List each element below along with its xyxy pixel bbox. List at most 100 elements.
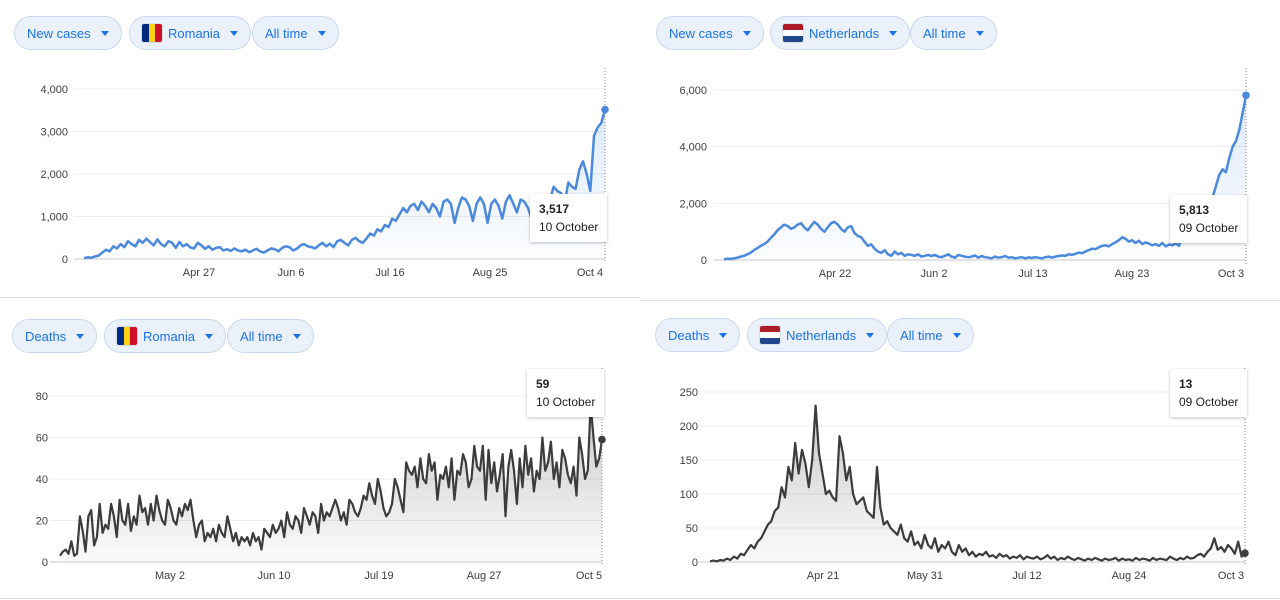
caret-down-icon — [866, 332, 875, 338]
deaths-chart-romania[interactable]: 0 20 40 60 80 May 2 Jun 10 Jul 19 Aug 27 Oct 5 — [0, 300, 640, 600]
range-dropdown[interactable]: All time — [252, 16, 339, 50]
y-tick-label: 250 — [680, 387, 698, 399]
tooltip-value: 3,517 — [539, 202, 570, 216]
deaths-chart-netherlands[interactable]: 0 50 100 150 200 250 Apr 21 May 31 Jul 12 Aug 24 O… — [640, 300, 1280, 600]
metric-label: Deaths — [25, 328, 67, 344]
metric-dropdown[interactable]: Deaths — [12, 319, 98, 353]
y-tick-label: 20 — [36, 516, 48, 528]
cases-chart-netherlands[interactable]: 0 2,000 4,000 6,000 Apr 22 Jun 2 Jul 13 Aug 23 O… — [640, 0, 1280, 300]
x-tick-label: Jun 2 — [921, 268, 948, 280]
series-line — [723, 95, 1248, 261]
caret-down-icon — [317, 30, 326, 36]
x-tick-label: Aug 25 — [473, 267, 508, 279]
tooltip-value: 13 — [1179, 377, 1193, 391]
y-tick-label: 0 — [701, 255, 707, 267]
tooltip-value: 5,813 — [1179, 203, 1210, 217]
chart-tooltip: 5,813 09 October — [1170, 195, 1248, 243]
series-area — [710, 405, 1245, 562]
country-label: Romania — [168, 25, 221, 41]
country-label: Romania — [143, 328, 196, 344]
y-tick-label: 2,000 — [40, 169, 68, 181]
caret-down-icon — [230, 30, 239, 36]
y-tick-label: 50 — [686, 523, 698, 535]
metric-dropdown[interactable]: Deaths — [655, 318, 741, 352]
x-tick-label: Oct 3 — [1218, 268, 1244, 280]
x-tick-label: Jul 12 — [1012, 570, 1041, 582]
range-label: All time — [240, 328, 283, 344]
range-dropdown[interactable]: All time — [227, 319, 314, 353]
x-tick-label: Jul 19 — [364, 570, 393, 582]
metric-label: Deaths — [668, 327, 710, 343]
romania-flag-icon — [117, 327, 137, 345]
divider — [640, 598, 1280, 599]
panel-netherlands-cases: New cases Netherlands All time 0 2,000 4,0… — [640, 0, 1280, 300]
x-tick-label: Oct 4 — [577, 267, 603, 279]
y-tick-label: 1,000 — [40, 212, 68, 224]
country-dropdown[interactable]: Netherlands — [747, 318, 888, 352]
tooltip-date: 10 October — [539, 220, 599, 234]
y-tick-label: 100 — [680, 489, 698, 501]
x-tick-label: Oct 5 — [576, 570, 602, 582]
data-point — [598, 435, 606, 444]
metric-dropdown[interactable]: New cases — [14, 16, 122, 50]
series-area — [60, 404, 602, 562]
caret-down-icon — [742, 30, 751, 36]
metric-label: New cases — [27, 25, 91, 41]
country-dropdown[interactable]: Romania — [129, 16, 252, 50]
x-tick-label: Jul 13 — [1018, 268, 1047, 280]
range-label: All time — [265, 25, 308, 41]
caret-down-icon — [100, 30, 109, 36]
y-tick-label: 2,000 — [679, 198, 707, 210]
y-tick-label: 200 — [680, 421, 698, 433]
divider — [0, 598, 640, 599]
metric-dropdown[interactable]: New cases — [656, 16, 764, 50]
panel-romania-deaths: Deaths Romania All time 0 20 40 60 80 May 2 Ju… — [0, 300, 640, 600]
x-tick-label: Apr 21 — [807, 570, 839, 582]
romania-flag-icon — [142, 24, 162, 42]
series-line — [83, 109, 607, 260]
caret-down-icon — [292, 333, 301, 339]
x-tick-label: Aug 23 — [1115, 268, 1150, 280]
range-dropdown[interactable]: All time — [887, 318, 974, 352]
divider — [640, 300, 1280, 301]
caret-down-icon — [889, 30, 898, 36]
panel-romania-cases: New cases Romania All time 0 1,000 2,000 3,… — [0, 0, 640, 300]
netherlands-flag-icon — [760, 326, 780, 344]
caret-down-icon — [205, 333, 214, 339]
panel-netherlands-deaths: Deaths Netherlands All time 0 50 100 150 200… — [640, 300, 1280, 600]
y-tick-label: 80 — [36, 391, 48, 403]
caret-down-icon — [952, 332, 961, 338]
caret-down-icon — [719, 332, 728, 338]
x-tick-label: Oct 3 — [1218, 570, 1244, 582]
divider — [0, 297, 640, 298]
x-tick-label: Jul 16 — [375, 267, 404, 279]
tooltip-date: 09 October — [1179, 395, 1239, 409]
netherlands-flag-icon — [783, 24, 803, 42]
country-dropdown[interactable]: Romania — [104, 319, 227, 353]
cases-chart-romania[interactable]: 0 1,000 2,000 3,000 4,000 Apr 27 Jun 6 Jul 16 Au… — [0, 0, 640, 300]
country-label: Netherlands — [786, 327, 857, 343]
chart-tooltip: 3,517 10 October — [530, 194, 608, 242]
x-tick-label: May 31 — [907, 570, 943, 582]
y-tick-label: 4,000 — [40, 84, 68, 96]
x-tick-label: Jun 10 — [257, 570, 290, 582]
range-label: All time — [923, 25, 966, 41]
x-tick-label: Jun 6 — [278, 267, 305, 279]
data-point — [1242, 91, 1250, 100]
x-tick-label: May 2 — [155, 570, 185, 582]
tooltip-value: 59 — [536, 377, 550, 391]
range-dropdown[interactable]: All time — [910, 16, 997, 50]
caret-down-icon — [76, 333, 85, 339]
x-tick-label: Aug 27 — [467, 570, 502, 582]
metric-label: New cases — [669, 25, 733, 41]
y-tick-label: 60 — [36, 433, 48, 445]
y-tick-label: 150 — [680, 455, 698, 467]
x-tick-label: Aug 24 — [1112, 570, 1147, 582]
country-label: Netherlands — [809, 25, 880, 41]
tooltip-date: 09 October — [1179, 221, 1239, 235]
y-tick-label: 0 — [62, 254, 68, 266]
range-label: All time — [900, 327, 943, 343]
country-dropdown[interactable]: Netherlands — [770, 16, 911, 50]
y-tick-label: 0 — [692, 557, 698, 569]
y-tick-label: 40 — [36, 474, 48, 486]
